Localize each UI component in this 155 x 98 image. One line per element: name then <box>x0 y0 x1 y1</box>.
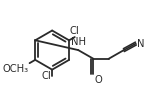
Text: O: O <box>95 75 102 85</box>
Text: NH: NH <box>71 37 86 47</box>
Text: Cl: Cl <box>41 71 51 81</box>
Text: N: N <box>137 39 145 49</box>
Text: Cl: Cl <box>70 26 80 36</box>
Text: OCH₃: OCH₃ <box>3 64 29 74</box>
